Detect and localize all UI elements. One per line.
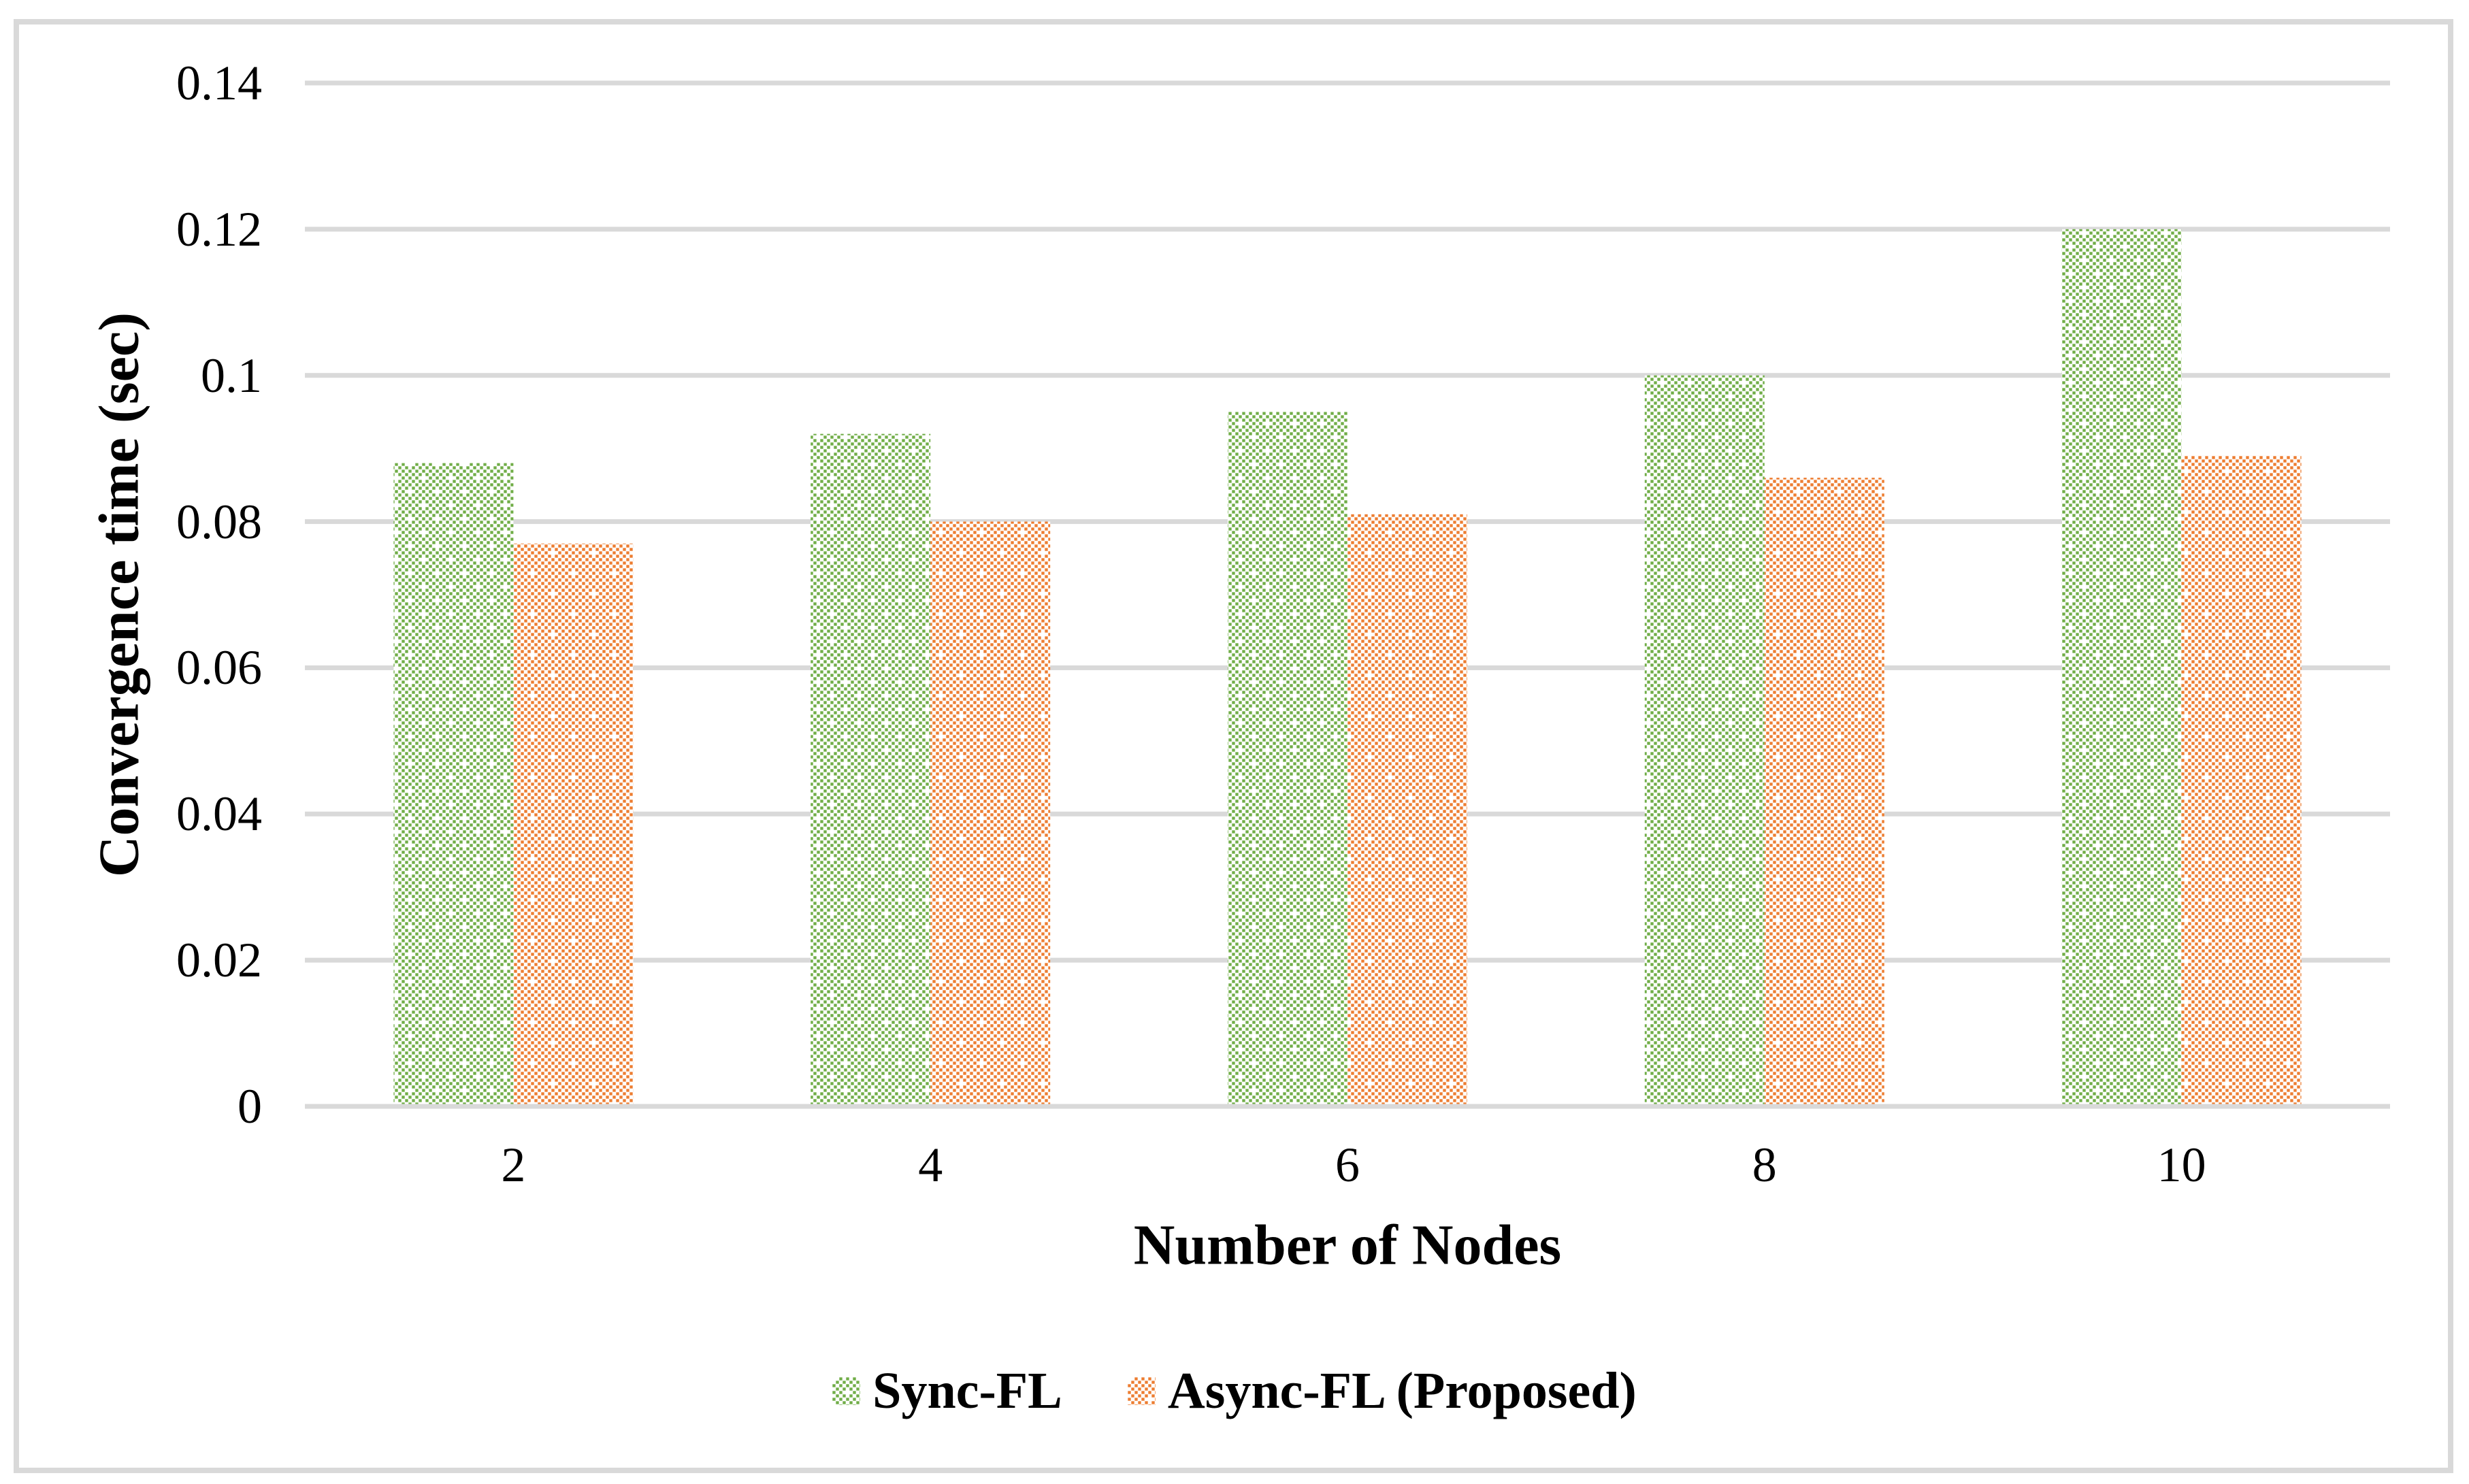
bar-sync-fl-2 [393,463,514,1104]
y-tick-label-0.1: 0.1 [201,348,262,403]
y-tick-label-0.06: 0.06 [176,640,262,695]
legend-item-async-fl: Async-FL (Proposed) [1127,1362,1637,1419]
legend-label-async-fl: Async-FL (Proposed) [1167,1362,1637,1419]
gridline [305,373,2390,378]
y-tick-label-0.02: 0.02 [176,933,262,988]
bar-async-fl-proposed-8 [1764,478,1884,1104]
x-tick-label-6: 6 [1335,1138,1360,1192]
legend: Sync-FL Async-FL (Proposed) [0,1364,2469,1418]
x-tick-label-8: 8 [1752,1138,1777,1192]
x-axis-line [305,1104,2390,1109]
gridline [305,227,2390,232]
bar-sync-fl-10 [2061,229,2182,1104]
bar-sync-fl-8 [1644,375,1765,1104]
y-tick-label-0.04: 0.04 [176,787,262,842]
y-tick-label-0.08: 0.08 [176,494,262,549]
x-tick-label-4: 4 [918,1138,943,1192]
bar-async-fl-proposed-2 [513,543,634,1104]
legend-label-sync-fl: Sync-FL [872,1362,1062,1419]
y-tick-label-0.14: 0.14 [176,56,262,110]
y-axis-title: Convergence time (sec) [87,312,151,878]
y-tick-label-0.12: 0.12 [176,201,262,257]
chart-border [14,19,2453,1473]
bar-async-fl-proposed-4 [930,521,1051,1104]
bar-sync-fl-6 [1228,412,1347,1104]
bar-sync-fl-4 [811,433,931,1104]
legend-item-sync-fl: Sync-FL [832,1364,1062,1418]
gridline [305,80,2390,86]
x-tick-label-2: 2 [501,1138,526,1192]
x-axis-title: Number of Nodes [1133,1213,1562,1277]
legend-swatch-async-fl-icon [1127,1376,1156,1405]
bar-async-fl-proposed-10 [2181,455,2302,1104]
x-tick-label-10: 10 [2157,1138,2206,1192]
bar-async-fl-proposed-6 [1347,514,1467,1104]
legend-swatch-sync-fl-icon [832,1376,861,1405]
y-tick-label-0: 0 [238,1079,262,1134]
